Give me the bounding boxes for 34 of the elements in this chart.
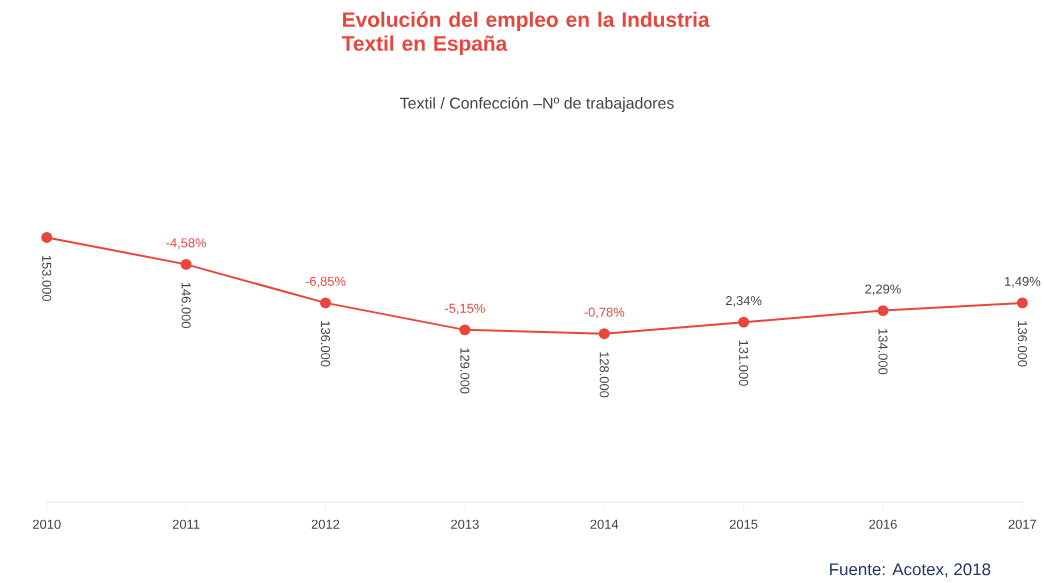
x-tick-label: 2014 (590, 519, 619, 529)
data-label: 129.000 (460, 348, 470, 394)
data-label: 146.000 (181, 282, 191, 329)
point (320, 297, 331, 309)
x-tick-label: 2010 (33, 519, 61, 529)
annotation: 2,34% (725, 296, 762, 307)
x-tick-label: 2017 (1008, 519, 1037, 529)
point (180, 259, 192, 270)
x-tick-label: 2016 (869, 519, 897, 529)
data-label: 136.000 (320, 321, 331, 367)
annotation: -4,58% (166, 238, 207, 250)
source-note: Fuente: Acotex, 2018 (830, 563, 991, 578)
x-tick-label: 2013 (451, 519, 479, 529)
point (459, 324, 471, 336)
annotation: -0,78% (584, 307, 625, 319)
data-label: 131.000 (739, 340, 749, 386)
point (598, 328, 610, 340)
chart-title: Evolución del empleo en la Industria Textil en España (341, 11, 710, 56)
point (738, 316, 750, 328)
point (1016, 297, 1028, 309)
point (41, 232, 53, 243)
annotation: -5,15% (444, 303, 485, 315)
chart-subtitle: Textil / Confección –Nº de trabajadores (400, 97, 674, 113)
point (877, 305, 889, 317)
data-label: 136.000 (1017, 321, 1027, 367)
data-label: 153.000 (42, 255, 52, 302)
x-tick-label: 2015 (729, 519, 758, 529)
data-label: 128.000 (599, 352, 609, 398)
data-label: 134.000 (878, 329, 888, 375)
x-tick-label: 2011 (172, 519, 200, 529)
x-tick-label: 2012 (311, 519, 340, 529)
annotation: -6,85% (305, 276, 346, 288)
annotation: 2,29% (865, 284, 901, 296)
annotation: 1,49% (1005, 276, 1041, 288)
